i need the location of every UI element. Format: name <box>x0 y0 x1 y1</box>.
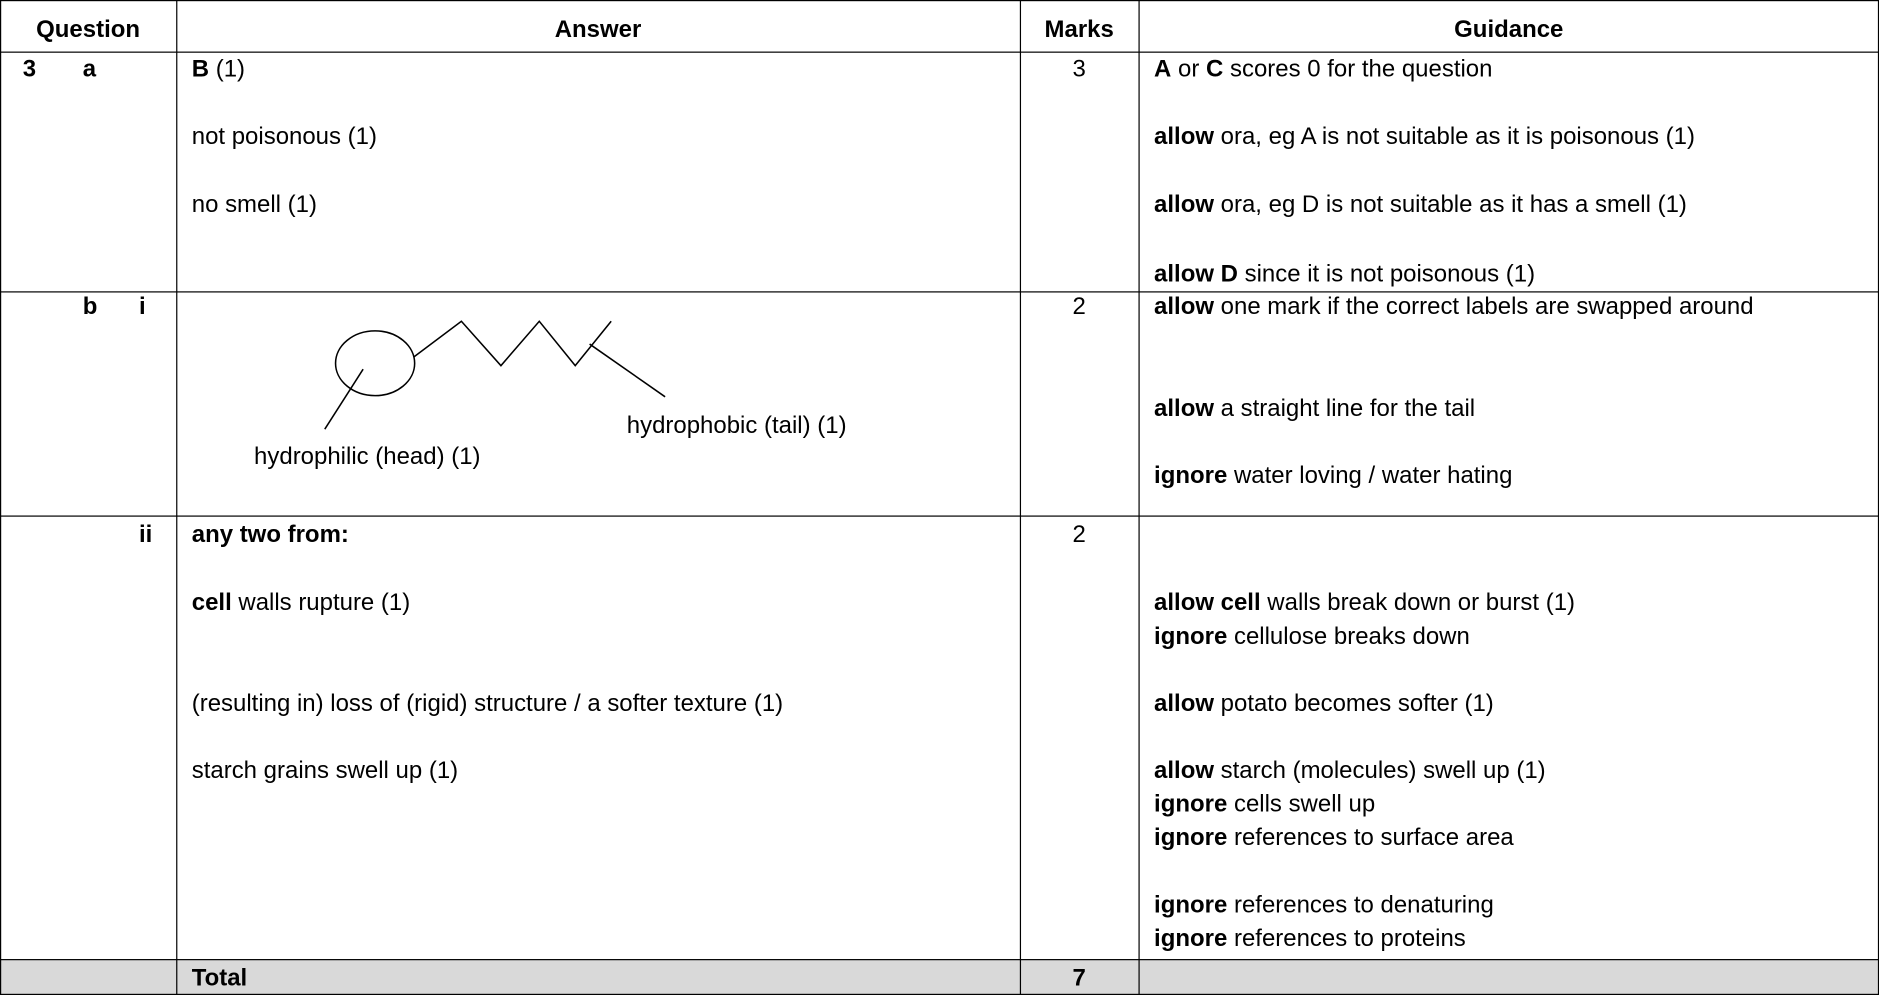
rule <box>0 515 1879 517</box>
text-run: any two from: <box>191 521 349 548</box>
text-line: ignore references to denaturing <box>1154 892 1867 920</box>
text-run: a straight line for the tail <box>1213 395 1476 422</box>
text-run: (resulting in) loss of (rigid) structure… <box>191 690 784 717</box>
text-run: C <box>1206 56 1224 83</box>
text-run: ignore <box>1154 891 1228 919</box>
text-run: not poisonous (1) <box>191 123 377 150</box>
text-run: ignore <box>1154 623 1228 650</box>
text-run: A <box>1154 56 1172 83</box>
text-line: allow a straight line for the tail <box>1154 396 1867 424</box>
total-marks: 7 <box>1072 965 1086 992</box>
label-line <box>324 368 364 430</box>
head <box>334 330 416 397</box>
header-cell: Guidance <box>1454 16 1564 44</box>
rule <box>0 993 1879 995</box>
rule <box>0 291 1879 293</box>
marks: 3 <box>1072 56 1086 83</box>
text-line: starch grains swell up (1) <box>192 758 1007 786</box>
text-line: ignore references to proteins <box>1154 925 1867 953</box>
text-line: allow ora, eg A is not suitable as it is… <box>1154 123 1867 151</box>
text-run: scores 0 for the question <box>1223 56 1493 83</box>
header-cell: Answer <box>554 16 642 44</box>
rule <box>0 51 1879 53</box>
question-number: a <box>82 56 97 83</box>
diagram-label: hydrophobic (tail) (1) <box>626 412 847 439</box>
text-run: allow <box>1154 293 1214 321</box>
header-cell: Question <box>36 16 141 44</box>
tail <box>412 320 612 367</box>
text-run: allow <box>1154 191 1214 219</box>
rule <box>0 0 2 995</box>
total-row-background <box>0 959 1879 995</box>
text-line: no smell (1) <box>192 192 1007 220</box>
text-run: cell <box>191 589 232 617</box>
text-run: starch (molecules) swell up (1) <box>1213 757 1546 785</box>
diagram-label: hydrophilic (head) (1) <box>254 443 481 470</box>
marks: 2 <box>1072 293 1086 321</box>
text-run: cells swell up <box>1227 791 1376 818</box>
text-line: allow ora, eg D is not suitable as it ha… <box>1154 192 1867 220</box>
text-run: starch grains swell up (1) <box>191 757 459 785</box>
total-label: Total <box>191 965 248 992</box>
question-number: 3 <box>22 56 37 83</box>
text-run: water loving / water hating <box>1227 462 1513 490</box>
rule <box>1877 0 1879 995</box>
text-run: ignore <box>1154 925 1228 952</box>
text-run: no smell (1) <box>191 191 317 219</box>
rule <box>0 0 1879 2</box>
text-line: ignore cellulose breaks down <box>1154 623 1867 651</box>
header-cell: Marks <box>1044 16 1114 44</box>
text-run: allow <box>1154 690 1214 717</box>
text-run: ignore <box>1154 791 1228 818</box>
question-number: i <box>139 293 146 321</box>
text-run: allow <box>1154 123 1214 150</box>
text-run: or <box>1171 56 1207 83</box>
text-line: allow cell walls break down or burst (1) <box>1154 590 1867 618</box>
rule <box>1019 0 1022 995</box>
text-run: references to proteins <box>1227 925 1466 952</box>
text-line: allow D since it is not poisonous (1) <box>1154 261 1867 289</box>
text-run: B <box>191 56 210 83</box>
text-run: ora, eg D is not suitable as it has a sm… <box>1213 191 1687 219</box>
question-number: ii <box>139 521 153 548</box>
text-run: walls break down or burst (1) <box>1260 589 1576 617</box>
text-run: allow <box>1154 757 1214 785</box>
question-number: b <box>82 293 98 321</box>
rule <box>1138 0 1140 995</box>
text-line: allow potato becomes softer (1) <box>1154 691 1867 719</box>
label-line <box>589 343 666 398</box>
rule <box>176 0 178 995</box>
text-run: one mark if the correct labels are swapp… <box>1213 293 1754 321</box>
text-run: cellulose breaks down <box>1227 623 1470 650</box>
text-line: not poisonous (1) <box>192 123 1007 151</box>
marks: 2 <box>1072 521 1086 548</box>
text-run: references to surface area <box>1227 824 1514 852</box>
text-line: ignore water loving / water hating <box>1154 463 1867 491</box>
text-run: references to denaturing <box>1227 891 1494 919</box>
text-line: any two from: <box>192 521 1007 549</box>
text-line: ignore cells swell up <box>1154 791 1867 819</box>
text-run: allow cell <box>1154 589 1261 617</box>
text-run: (1) <box>209 56 246 83</box>
text-run: since it is not poisonous (1) <box>1237 261 1536 288</box>
rule <box>0 959 1879 961</box>
text-line: B (1) <box>192 56 1007 84</box>
text-run: walls rupture (1) <box>231 589 411 617</box>
text-line: ignore references to surface area <box>1154 825 1867 853</box>
text-run: ignore <box>1154 462 1228 490</box>
text-run: potato becomes softer (1) <box>1213 690 1494 717</box>
text-run: allow <box>1154 395 1214 422</box>
text-line: allow one mark if the correct labels are… <box>1154 294 1867 322</box>
text-line: (resulting in) loss of (rigid) structure… <box>192 691 1007 719</box>
text-run: allow D <box>1154 261 1238 288</box>
text-run: ignore <box>1154 824 1228 852</box>
text-line: allow starch (molecules) swell up (1) <box>1154 758 1867 786</box>
text-run: ora, eg A is not suitable as it is poiso… <box>1213 123 1695 150</box>
text-line: cell walls rupture (1) <box>192 590 1007 618</box>
text-line: A or C scores 0 for the question <box>1154 56 1867 84</box>
